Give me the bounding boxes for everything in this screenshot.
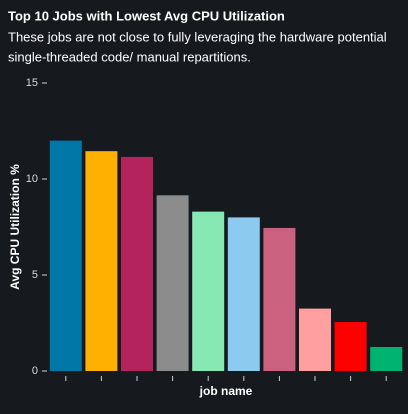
bar xyxy=(49,140,82,371)
chart-subtitle: These jobs are not close to fully levera… xyxy=(8,29,387,44)
y-tick-label: 5 xyxy=(32,269,38,281)
y-tick-label: 0 xyxy=(32,365,38,377)
bar xyxy=(334,322,367,371)
y-tick-label: 10 xyxy=(26,173,38,185)
bar xyxy=(370,347,403,371)
x-axis-title: job name xyxy=(199,384,253,398)
bar xyxy=(263,227,296,371)
bar xyxy=(192,211,225,371)
bar xyxy=(85,151,118,371)
chart-subtitle: single-threaded code/ manual repartition… xyxy=(8,49,251,64)
bar xyxy=(156,195,189,371)
y-axis-title: Avg CPU Utilization % xyxy=(8,164,22,290)
y-tick-label: 15 xyxy=(26,77,38,89)
chart-title: Top 10 Jobs with Lowest Avg CPU Utilizat… xyxy=(8,8,285,23)
bar xyxy=(299,308,331,371)
bar xyxy=(121,156,153,371)
bar xyxy=(227,217,260,371)
